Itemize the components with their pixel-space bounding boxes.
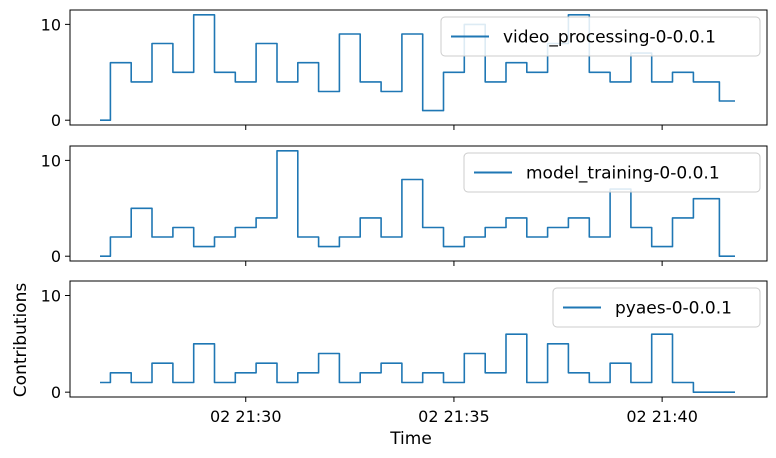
- series-line: [100, 333, 735, 393]
- y-tick-label: 10: [41, 287, 61, 306]
- y-tick-label: 0: [51, 111, 61, 130]
- y-tick-label: 0: [51, 383, 61, 402]
- x-tick-label: 02 21:30: [210, 407, 282, 426]
- x-axis-title: Time: [389, 429, 432, 449]
- y-tick-label: 10: [41, 15, 61, 34]
- subplots: 0 10 video_processing-0-0.0.1 0 10 model_trai…: [41, 9, 768, 426]
- x-tick-label: 02 21:40: [626, 407, 698, 426]
- y-axis-title: Contributions: [11, 283, 31, 398]
- subplot-2: 0 10 model_training-0-0.0.1: [41, 145, 768, 266]
- legend: model_training-0-0.0.1: [463, 152, 761, 193]
- legend-label: model_training-0-0.0.1: [526, 164, 720, 184]
- y-tick-label: 10: [41, 151, 61, 170]
- subplot-3: 0 10 02 21:30 02 21:35 02 21:40 pyaes-0-0.0.1: [41, 280, 768, 426]
- subplot-1: 0 10 video_processing-0-0.0.1: [41, 9, 768, 130]
- legend-box: [440, 16, 761, 57]
- legend-box: [552, 287, 761, 328]
- legend: pyaes-0-0.0.1: [552, 287, 761, 328]
- series-line: [100, 14, 735, 121]
- x-tick-label: 02 21:35: [418, 407, 490, 426]
- legend-box: [463, 152, 761, 193]
- legend-label: pyaes-0-0.0.1: [615, 299, 732, 319]
- legend: video_processing-0-0.0.1: [440, 16, 761, 57]
- legend-label: video_processing-0-0.0.1: [503, 28, 716, 48]
- y-tick-label: 0: [51, 247, 61, 266]
